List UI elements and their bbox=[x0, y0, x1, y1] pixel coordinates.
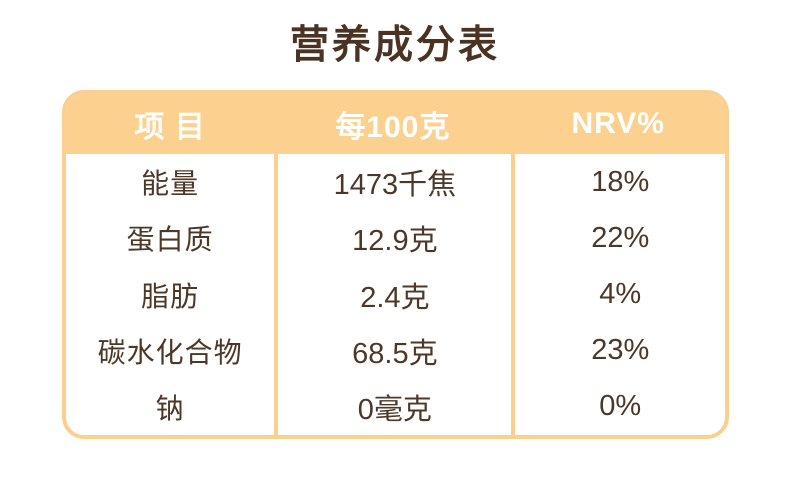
column-header-nrv: NRV% bbox=[571, 107, 665, 140]
cell-nrv: 0% bbox=[511, 378, 725, 435]
page-title: 营养成分表 bbox=[289, 24, 500, 67]
cell-nrv: 23% bbox=[511, 322, 725, 379]
cell-item: 能量 bbox=[141, 168, 200, 200]
cell-per100g: 1473千焦 bbox=[274, 154, 511, 211]
cell-nrv: 22% bbox=[511, 210, 725, 267]
table-row: 钠 0毫克 0% bbox=[66, 378, 725, 435]
column-header-item: 项 目 bbox=[134, 111, 206, 144]
cell-nrv: 18% bbox=[511, 154, 725, 211]
cell-nrv: 4% bbox=[511, 266, 725, 323]
table-row: 蛋白质 12.9克 22% bbox=[66, 210, 725, 267]
cell-per100g: 12.9克 bbox=[274, 210, 511, 267]
cell-per100g: 2.4克 bbox=[274, 266, 511, 323]
cell-item: 碳水化合物 bbox=[97, 336, 243, 368]
table-header-row: 项 目 每100克 NRV% bbox=[66, 94, 725, 154]
column-header-per100g: 每100克 bbox=[335, 111, 451, 144]
table-row: 碳水化合物 68.5克 23% bbox=[66, 322, 725, 379]
table-row: 脂肪 2.4克 4% bbox=[66, 266, 725, 323]
nutrition-table: 项 目 每100克 NRV% 能量 1473千焦 18% 蛋白质 12.9克 2… bbox=[62, 90, 729, 439]
cell-item: 脂肪 bbox=[141, 280, 200, 312]
table-row: 能量 1473千焦 18% bbox=[66, 154, 725, 211]
cell-item: 钠 bbox=[155, 392, 185, 424]
cell-per100g: 0毫克 bbox=[274, 378, 511, 435]
table-body: 能量 1473千焦 18% 蛋白质 12.9克 22% 脂肪 2.4克 4% 碳… bbox=[66, 154, 725, 435]
cell-per100g: 68.5克 bbox=[274, 322, 511, 379]
cell-item: 蛋白质 bbox=[126, 224, 214, 256]
